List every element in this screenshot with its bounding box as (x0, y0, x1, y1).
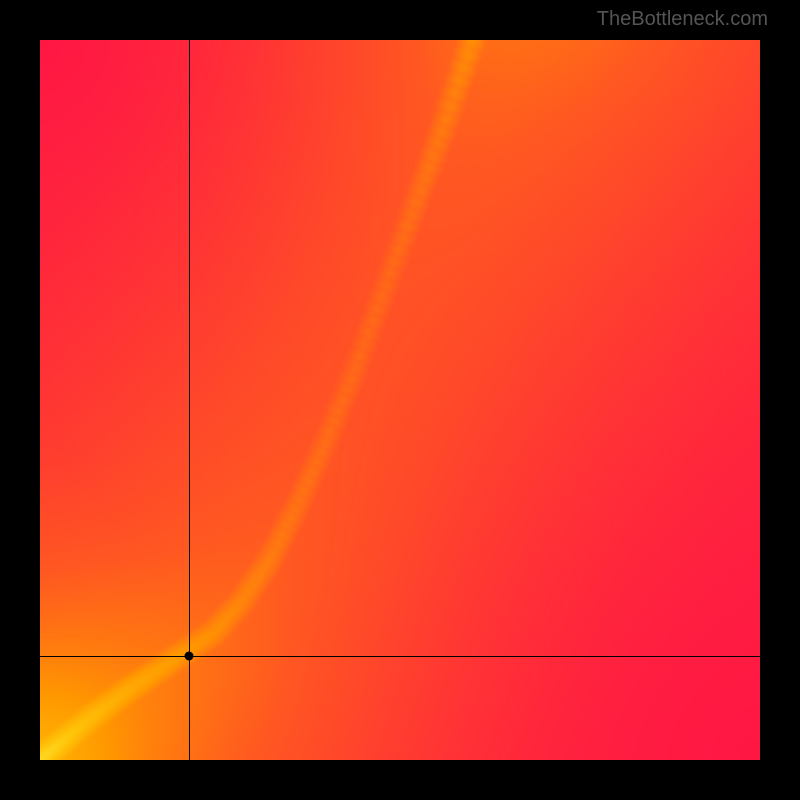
watermark-text: TheBottleneck.com (597, 8, 768, 31)
marker-dot (185, 651, 194, 660)
heatmap-canvas (40, 40, 760, 760)
heatmap-plot (40, 40, 760, 760)
crosshair-horizontal (40, 656, 760, 657)
